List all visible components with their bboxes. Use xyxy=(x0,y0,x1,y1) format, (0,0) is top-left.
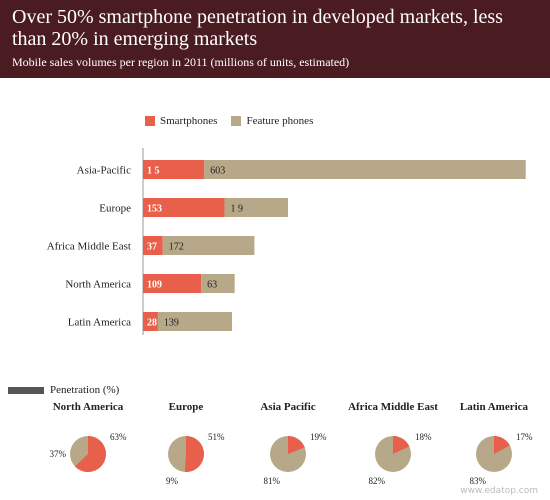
pie-label-feature: 83% xyxy=(470,476,487,486)
pie-slice-smartphones xyxy=(74,436,107,472)
penetration-label: Penetration (%) xyxy=(50,384,120,396)
chart-header: Over 50% smartphone penetration in devel… xyxy=(0,0,550,78)
legend-swatch-smartphones xyxy=(145,116,155,126)
data-label-feature-phones: 1 9 xyxy=(231,204,244,215)
pie-slice-smartphones xyxy=(393,436,410,454)
category-label: Europe xyxy=(99,203,131,215)
data-label-feature-phones: 172 xyxy=(169,242,184,253)
pie-label-feature: 9% xyxy=(166,476,179,486)
chart-subtitle: Mobile sales volumes per region in 2011 … xyxy=(12,55,350,69)
penetration-swatch xyxy=(8,386,44,394)
category-label: North America xyxy=(65,279,131,291)
data-label-feature-phones: 139 xyxy=(164,318,179,329)
data-label-smartphones: 1 5 xyxy=(147,166,160,177)
pie-region-label: North America xyxy=(53,401,124,413)
pie-label-feature: 81% xyxy=(264,476,281,486)
watermark-text: www.edatop.com xyxy=(460,486,538,496)
legend-swatch-feature-phones xyxy=(231,116,242,126)
pie-slice-smartphones xyxy=(184,436,205,472)
pie-label-smartphones: 17% xyxy=(516,432,533,442)
pie-label-smartphones: 19% xyxy=(310,432,327,442)
legend-label-smartphones: Smartphones xyxy=(160,115,218,127)
bar-feature-phones xyxy=(157,312,233,331)
chart-title: Over 50% smartphone penetration in devel… xyxy=(12,6,503,50)
bar-legend: Smartphones Feature phones xyxy=(145,115,313,127)
bar-feature-phones xyxy=(162,236,255,255)
bar-feature-phones xyxy=(201,274,235,293)
pie-label-feature: 82% xyxy=(369,476,386,486)
pie-label-smartphones: 63% xyxy=(110,432,127,442)
legend-item-smartphones: Smartphones xyxy=(145,115,217,127)
pie-slice-smartphones xyxy=(288,436,305,454)
bar-feature-phones xyxy=(224,198,288,217)
data-label-smartphones: 37 xyxy=(147,242,157,253)
category-label: Latin America xyxy=(68,317,131,329)
pie-label-smartphones: 18% xyxy=(415,432,432,442)
bar-smartphones xyxy=(143,198,225,217)
bar-feature-phones xyxy=(204,160,526,179)
stacked-bar-chart: Asia-Pacific 1 5 603 Europe 153 1 9 Africa Mid… xyxy=(47,148,526,335)
pie-region-label: Latin America xyxy=(460,401,529,413)
bar-smartphones xyxy=(143,312,158,331)
legend-item-feature-phones: Feature phones xyxy=(231,115,313,127)
penetration-header: Penetration (%) xyxy=(8,384,119,396)
legend-label-feature-phones: Feature phones xyxy=(246,115,314,127)
bar-smartphones xyxy=(143,274,202,293)
category-label: Asia-Pacific xyxy=(77,165,131,177)
category-label: Africa Middle East xyxy=(47,241,131,253)
pie-region-label: Africa Middle East xyxy=(348,401,438,413)
data-label-smartphones: 28 xyxy=(147,318,157,329)
pie-label-feature: 37% xyxy=(50,449,67,459)
data-label-feature-phones: 603 xyxy=(210,166,225,177)
data-label-smartphones: 109 xyxy=(147,280,162,291)
data-label-feature-phones: 63 xyxy=(207,280,217,291)
data-label-smartphones: 153 xyxy=(147,204,162,215)
bar-smartphones xyxy=(143,236,163,255)
penetration-pies: North America 63% 37% Europe 51% 9% Asia Pacif… xyxy=(50,401,534,486)
bar-smartphones xyxy=(143,160,205,179)
pie-slice-smartphones xyxy=(494,436,510,454)
pie-region-label: Asia Pacific xyxy=(260,401,315,413)
pie-region-label: Europe xyxy=(169,401,204,413)
pie-label-smartphones: 51% xyxy=(208,432,225,442)
